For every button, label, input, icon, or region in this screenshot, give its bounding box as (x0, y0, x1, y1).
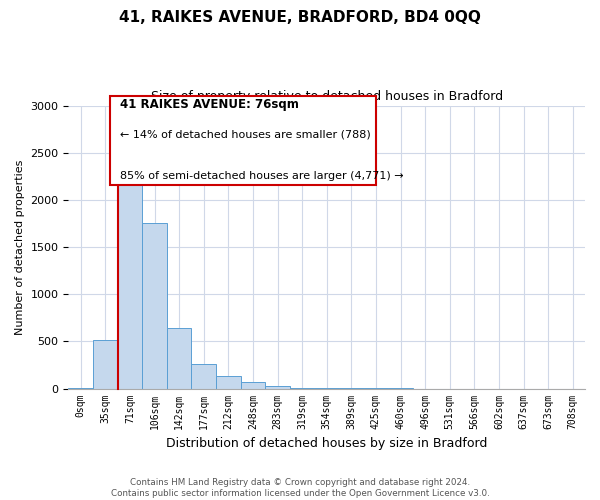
X-axis label: Distribution of detached houses by size in Bradford: Distribution of detached houses by size … (166, 437, 487, 450)
Bar (216, 376, 241, 388)
Bar (118, 181, 142, 388)
Text: 41 RAIKES AVENUE: 76sqm: 41 RAIKES AVENUE: 76sqm (120, 98, 299, 112)
Bar (93, 340, 118, 388)
Text: ← 14% of detached houses are smaller (788): ← 14% of detached houses are smaller (78… (120, 130, 371, 140)
Bar (142, 224, 167, 388)
Bar (241, 382, 265, 388)
Text: 85% of semi-detached houses are larger (4,771) →: 85% of semi-detached houses are larger (… (120, 170, 404, 180)
FancyBboxPatch shape (110, 96, 376, 185)
Title: Size of property relative to detached houses in Bradford: Size of property relative to detached ho… (151, 90, 503, 103)
Bar (167, 328, 191, 388)
Bar (265, 386, 290, 388)
Text: Contains HM Land Registry data © Crown copyright and database right 2024.
Contai: Contains HM Land Registry data © Crown c… (110, 478, 490, 498)
Bar (191, 364, 216, 388)
Y-axis label: Number of detached properties: Number of detached properties (15, 160, 25, 334)
Text: 41, RAIKES AVENUE, BRADFORD, BD4 0QQ: 41, RAIKES AVENUE, BRADFORD, BD4 0QQ (119, 10, 481, 25)
